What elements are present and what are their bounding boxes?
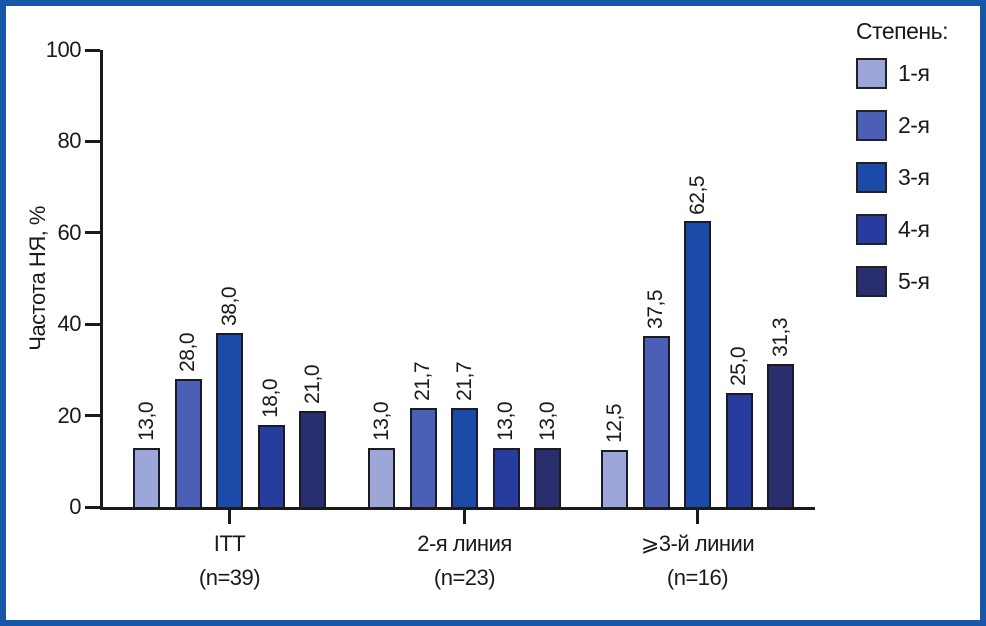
legend-item: 1-я [856,58,980,89]
category-tick [696,510,699,524]
legend-item-label: 2-я [898,112,930,138]
category-label: ⩾3-й линии [640,531,755,556]
y-axis-tick [85,139,100,143]
legend-swatch [856,162,887,193]
bar-grade4-group3 [725,392,753,507]
legend-item-label: 5-я [898,268,930,294]
y-axis-tick [85,48,100,52]
y-axis-title: Частота НЯ, % [20,50,56,507]
y-tick-label: 80 [57,128,82,154]
legend-title: Степень: [856,18,949,44]
legend-swatch [856,110,887,141]
legend-swatch [856,266,887,297]
legend-swatch [856,58,887,89]
bar-value-label: 18,0 [259,378,282,418]
category-tick [463,510,466,524]
y-axis-tick [85,231,100,235]
bar-value-label: 21,7 [452,361,476,401]
bar-grade1-group1 [133,447,160,507]
legend-item-label: 3-я [898,164,930,190]
bar-value-label: 62,5 [685,175,709,215]
legend: Степень: 1-я 2-я 3-я 4-я 5-я [856,18,980,318]
category-sublabel: (n=23) [433,565,496,590]
bar-grade5-group1 [299,411,326,507]
bar-grade3-group1 [216,333,243,507]
bar-value-label: 21,0 [300,365,324,405]
bar-grade4-group1 [257,424,285,507]
bar-grade3-group3 [684,221,711,507]
y-axis-tick [85,505,100,509]
legend-swatch [856,214,887,245]
legend-item: 3-я [856,162,980,193]
bar-grade1-group2 [368,447,395,507]
category-sublabel: (n=16) [666,565,729,590]
bar-value-label: 37,5 [644,289,667,329]
bar-value-label: 13,0 [535,401,559,441]
bar-grade2-group1 [174,379,202,507]
bar-value-label: 13,0 [369,401,393,441]
bar-value-label: 21,7 [411,361,434,401]
y-tick-label: 40 [57,311,82,337]
legend-item: 5-я [856,266,980,297]
y-tick-label: 0 [69,494,81,519]
category-label: 2-я линия [417,531,512,556]
y-axis-tick [85,322,100,326]
y-tick-label: 20 [57,402,82,428]
bar-value-label: 13,0 [134,401,158,441]
bar-value-label: 12,5 [602,404,626,443]
bar-value-label: 38,0 [217,287,241,327]
bar-value-label: 13,0 [494,401,517,441]
bar-grade1-group3 [601,449,628,507]
category-sublabel: (n=39) [198,565,261,590]
bar-value-label: 31,3 [768,318,792,357]
y-axis-tick [85,414,100,418]
bar-grade2-group3 [642,335,670,507]
legend-item-label: 4-я [898,216,930,242]
plot-area: 0 20 40 60 80 100 13,0 13,0 12,5 28,0 21,7 37,5 38,0… [46,37,815,590]
bar-grade3-group2 [451,407,478,507]
bar-value-label: 25,0 [727,346,750,386]
bar-grade5-group3 [767,363,794,507]
legend-item-label: 1-я [898,60,930,86]
legend-item: 4-я [856,214,980,245]
legend-item: 2-я [856,110,980,141]
bar-grade4-group2 [492,447,520,507]
bar-grade2-group2 [409,407,437,507]
category-label: ITT [213,531,246,556]
bar-value-label: 28,0 [176,333,199,373]
y-tick-label: 60 [57,219,82,245]
y-tick-label: 100 [45,37,82,62]
category-tick [228,510,231,524]
bar-grade5-group2 [534,447,561,507]
